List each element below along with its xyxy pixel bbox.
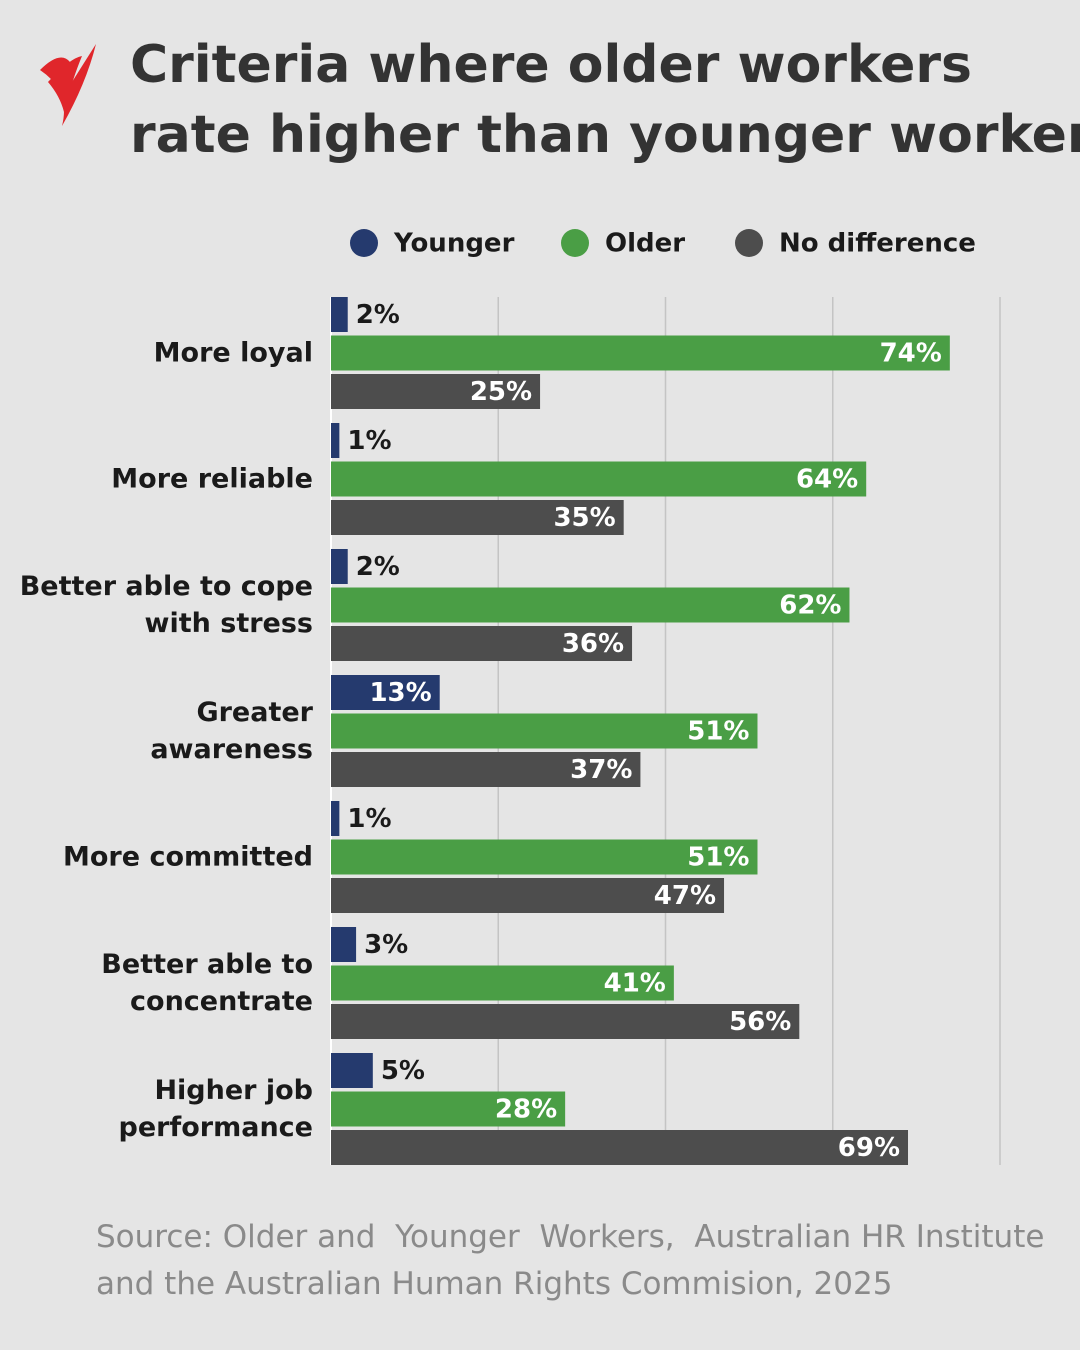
data-label: 69% [838, 1133, 900, 1163]
legend-label: No difference [779, 229, 976, 259]
data-label: 2% [356, 300, 400, 330]
bar [331, 335, 950, 371]
y-tick-label: Higher job performance [118, 1075, 313, 1143]
y-tick-label: Greater awareness [150, 697, 313, 765]
legend-label: Older [605, 229, 685, 259]
y-tick-label: Better able to cope with stress [19, 571, 313, 639]
data-label: 64% [796, 465, 858, 495]
data-label: 2% [356, 552, 400, 582]
legend-swatch [350, 229, 378, 257]
chart-title: Criteria where older workers rate higher… [130, 35, 1080, 165]
bar [331, 801, 340, 836]
bar [331, 423, 340, 458]
data-label: 51% [687, 843, 749, 873]
bar [331, 461, 867, 497]
y-tick-label: More loyal [153, 337, 313, 369]
bar [331, 713, 758, 749]
bar [331, 626, 633, 661]
bar [331, 1053, 373, 1088]
data-label: 1% [347, 426, 391, 456]
bar [331, 752, 641, 787]
data-label: 13% [369, 678, 431, 708]
data-label: 5% [381, 1056, 425, 1086]
bar [331, 374, 541, 409]
data-label: 3% [364, 930, 408, 960]
data-label: 37% [570, 755, 632, 785]
data-label: 36% [562, 629, 624, 659]
bar [331, 1130, 909, 1165]
bar [331, 587, 850, 623]
bar [331, 1004, 800, 1039]
y-tick-label: Better able to concentrate [101, 949, 313, 1017]
data-label: 51% [687, 717, 749, 747]
bar [331, 839, 758, 875]
data-label: 56% [729, 1007, 791, 1037]
bar [331, 878, 725, 913]
data-label: 1% [347, 804, 391, 834]
source-note: Source: Older and Younger Workers, Austr… [96, 1219, 1045, 1302]
y-tick-label: More committed [63, 841, 313, 873]
data-label: 25% [470, 377, 532, 407]
bar [331, 675, 440, 710]
legend-label: Younger [393, 229, 515, 259]
legend-swatch [735, 229, 763, 257]
data-label: 74% [880, 339, 942, 369]
data-label: 41% [604, 969, 666, 999]
data-label: 28% [495, 1095, 557, 1125]
bar [331, 297, 348, 332]
bar [331, 500, 624, 535]
y-tick-label: More reliable [111, 463, 313, 495]
data-label: 47% [654, 881, 716, 911]
bar [331, 549, 348, 584]
bar [331, 927, 357, 962]
legend-swatch [561, 229, 589, 257]
data-label: 62% [779, 591, 841, 621]
logo [40, 44, 96, 126]
bar [331, 965, 674, 1001]
data-label: 35% [553, 503, 615, 533]
bar [331, 1091, 566, 1127]
